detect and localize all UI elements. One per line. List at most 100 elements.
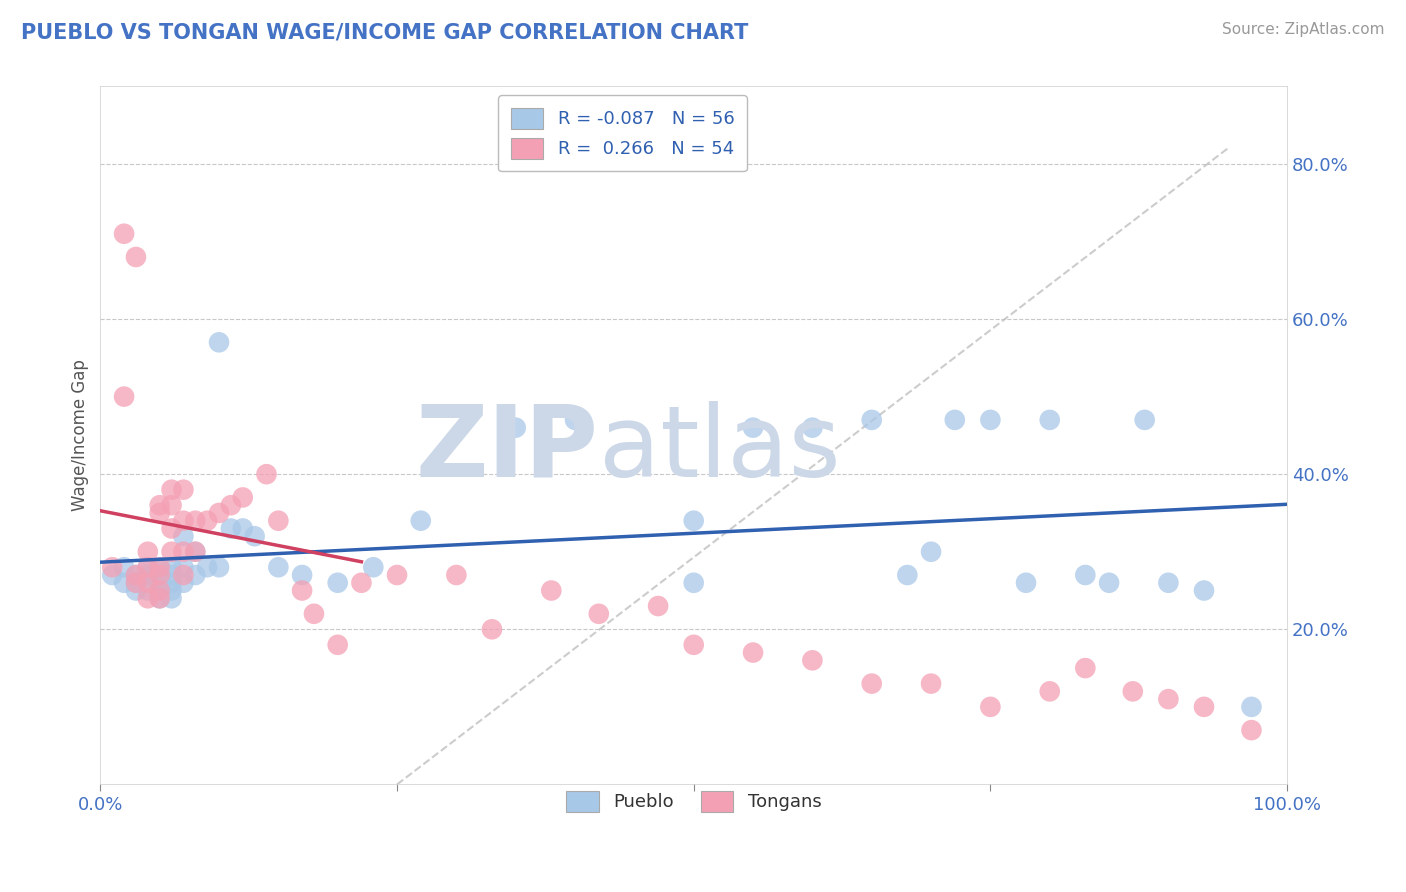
Point	[1240, 723, 1263, 738]
Point	[149, 568, 172, 582]
Point	[208, 506, 231, 520]
Point	[682, 575, 704, 590]
Point	[647, 599, 669, 613]
Point	[801, 653, 824, 667]
Point	[1122, 684, 1144, 698]
Point	[160, 568, 183, 582]
Point	[267, 560, 290, 574]
Point	[172, 529, 194, 543]
Point	[505, 420, 527, 434]
Point	[540, 583, 562, 598]
Point	[136, 568, 159, 582]
Point	[920, 545, 942, 559]
Point	[232, 491, 254, 505]
Point	[136, 575, 159, 590]
Point	[172, 568, 194, 582]
Text: PUEBLO VS TONGAN WAGE/INCOME GAP CORRELATION CHART: PUEBLO VS TONGAN WAGE/INCOME GAP CORRELA…	[21, 22, 748, 42]
Point	[219, 521, 242, 535]
Point	[742, 420, 765, 434]
Point	[172, 483, 194, 497]
Point	[481, 622, 503, 636]
Point	[302, 607, 325, 621]
Point	[149, 583, 172, 598]
Point	[742, 646, 765, 660]
Point	[149, 560, 172, 574]
Point	[149, 498, 172, 512]
Point	[112, 227, 135, 241]
Point	[195, 514, 218, 528]
Point	[409, 514, 432, 528]
Point	[149, 591, 172, 606]
Point	[1015, 575, 1038, 590]
Point	[1133, 413, 1156, 427]
Point	[232, 521, 254, 535]
Point	[979, 699, 1001, 714]
Point	[184, 568, 207, 582]
Point	[112, 560, 135, 574]
Point	[267, 514, 290, 528]
Point	[125, 583, 148, 598]
Point	[160, 591, 183, 606]
Point	[350, 575, 373, 590]
Point	[1098, 575, 1121, 590]
Point	[896, 568, 918, 582]
Point	[160, 560, 183, 574]
Point	[160, 575, 183, 590]
Point	[291, 583, 314, 598]
Point	[136, 568, 159, 582]
Point	[1192, 699, 1215, 714]
Point	[136, 560, 159, 574]
Point	[326, 575, 349, 590]
Point	[184, 514, 207, 528]
Point	[125, 575, 148, 590]
Point	[136, 545, 159, 559]
Point	[160, 583, 183, 598]
Point	[125, 568, 148, 582]
Point	[920, 676, 942, 690]
Point	[943, 413, 966, 427]
Point	[149, 568, 172, 582]
Point	[101, 568, 124, 582]
Point	[112, 390, 135, 404]
Point	[1240, 699, 1263, 714]
Point	[860, 413, 883, 427]
Point	[256, 467, 278, 482]
Point	[1192, 583, 1215, 598]
Point	[160, 521, 183, 535]
Point	[1039, 684, 1062, 698]
Point	[125, 250, 148, 264]
Point	[385, 568, 408, 582]
Point	[160, 498, 183, 512]
Point	[446, 568, 468, 582]
Point	[136, 591, 159, 606]
Point	[125, 568, 148, 582]
Point	[160, 483, 183, 497]
Point	[195, 560, 218, 574]
Point	[149, 575, 172, 590]
Point	[160, 545, 183, 559]
Point	[1157, 575, 1180, 590]
Point	[184, 545, 207, 559]
Point	[1157, 692, 1180, 706]
Point	[682, 514, 704, 528]
Point	[136, 560, 159, 574]
Point	[208, 560, 231, 574]
Point	[184, 545, 207, 559]
Text: Source: ZipAtlas.com: Source: ZipAtlas.com	[1222, 22, 1385, 37]
Point	[1039, 413, 1062, 427]
Point	[1074, 661, 1097, 675]
Point	[136, 583, 159, 598]
Point	[326, 638, 349, 652]
Point	[149, 575, 172, 590]
Point	[172, 560, 194, 574]
Text: atlas: atlas	[599, 401, 841, 498]
Text: ZIP: ZIP	[416, 401, 599, 498]
Point	[149, 560, 172, 574]
Point	[979, 413, 1001, 427]
Point	[291, 568, 314, 582]
Point	[219, 498, 242, 512]
Point	[101, 560, 124, 574]
Point	[860, 676, 883, 690]
Point	[172, 545, 194, 559]
Legend: Pueblo, Tongans: Pueblo, Tongans	[554, 778, 834, 824]
